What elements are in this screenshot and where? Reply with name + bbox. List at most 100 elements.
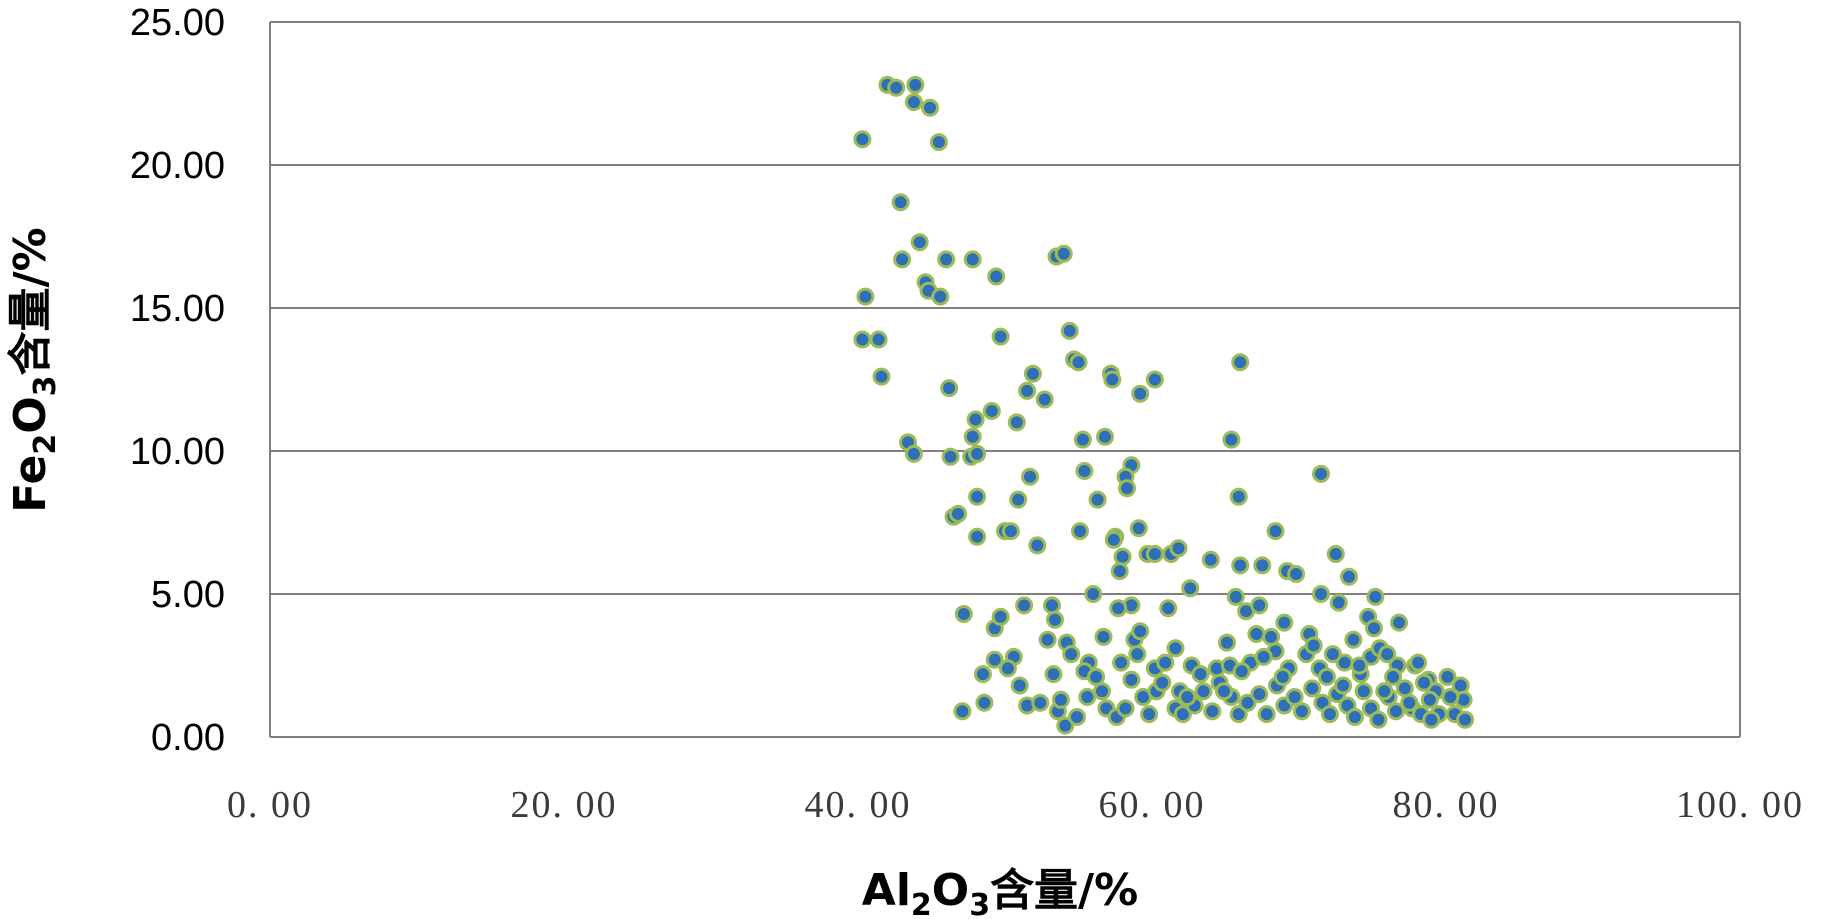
scatter-point bbox=[929, 133, 948, 152]
scatter-point bbox=[1043, 596, 1061, 615]
scatter-point bbox=[1122, 670, 1141, 689]
scatter-point bbox=[1181, 579, 1200, 598]
scatter-point bbox=[987, 267, 1006, 286]
scatter-point bbox=[1062, 645, 1081, 664]
scatter-point bbox=[1159, 599, 1178, 618]
scatter-point bbox=[853, 130, 872, 149]
scatter-point bbox=[1104, 530, 1123, 549]
scatter-point bbox=[1456, 710, 1475, 729]
scatter-point bbox=[1028, 536, 1047, 555]
scatter-point bbox=[1329, 593, 1348, 612]
scatter-point bbox=[1112, 653, 1131, 672]
y-tick-label: 10.00 bbox=[130, 431, 225, 473]
scatter-point bbox=[904, 444, 923, 463]
scatter-point bbox=[1118, 479, 1136, 498]
y-tick-label: 20.00 bbox=[130, 145, 225, 187]
scatter-point bbox=[1369, 710, 1388, 729]
scatter-point bbox=[1131, 622, 1150, 641]
scatter-point bbox=[1038, 630, 1057, 649]
data-points bbox=[853, 75, 1475, 735]
scatter-point bbox=[1303, 679, 1322, 698]
scatter-point bbox=[1350, 656, 1369, 675]
scatter-point bbox=[1166, 639, 1185, 658]
scatter-point bbox=[1422, 710, 1441, 729]
scatter-point bbox=[1068, 708, 1086, 726]
scatter-point bbox=[1320, 705, 1339, 724]
x-axis-title: Al2O3含量/% bbox=[862, 865, 1138, 919]
scatter-point bbox=[1093, 682, 1111, 701]
scatter-point bbox=[1287, 565, 1306, 583]
scatter-point bbox=[953, 702, 972, 721]
scatter-point bbox=[1088, 490, 1107, 509]
scatter-point bbox=[910, 233, 929, 252]
scatter-point bbox=[1110, 562, 1129, 581]
scatter-point bbox=[1215, 682, 1233, 701]
scatter-point bbox=[1145, 545, 1164, 563]
scatter-point bbox=[1087, 667, 1106, 686]
scatter-point bbox=[949, 504, 967, 523]
scatter-point bbox=[1231, 353, 1250, 372]
scatter-point bbox=[1009, 490, 1028, 509]
scatter-point bbox=[1231, 556, 1250, 575]
scatter-point bbox=[1441, 688, 1460, 706]
x-tick-label: 60. 00 bbox=[1099, 784, 1206, 826]
scatter-point bbox=[1345, 708, 1364, 726]
scatter-point bbox=[1018, 381, 1037, 400]
scatter-point bbox=[853, 330, 872, 349]
scatter-point bbox=[1312, 464, 1330, 483]
x-tick-label: 80. 00 bbox=[1393, 784, 1500, 826]
y-axis-title: Fe2O3含量/% bbox=[5, 227, 63, 512]
scatter-point bbox=[1096, 427, 1114, 446]
scatter-point bbox=[1109, 599, 1128, 618]
scatter-point bbox=[921, 98, 939, 117]
scatter-point bbox=[1103, 370, 1122, 389]
scatter-point bbox=[1173, 705, 1192, 724]
scatter-point bbox=[1254, 647, 1273, 666]
scatter-point bbox=[1334, 676, 1353, 695]
scatter-point bbox=[872, 367, 891, 386]
scatter-point bbox=[1078, 688, 1097, 706]
scatter-point bbox=[982, 402, 1001, 420]
scatter-point bbox=[1326, 545, 1345, 563]
scatter-point bbox=[1384, 667, 1403, 686]
scatter-point bbox=[940, 379, 959, 398]
scatter-point bbox=[1015, 596, 1034, 615]
scatter-point bbox=[1292, 702, 1311, 721]
scatter-point bbox=[991, 327, 1010, 346]
scatter-point bbox=[1140, 705, 1159, 724]
scatter-point bbox=[966, 410, 985, 429]
scatter-point bbox=[1365, 619, 1383, 638]
scatter-point bbox=[1056, 716, 1075, 735]
scatter-point bbox=[1084, 585, 1103, 603]
scatter-point bbox=[1178, 688, 1197, 706]
scatter-point bbox=[1275, 613, 1294, 632]
gridlines bbox=[270, 21, 1740, 738]
axes bbox=[269, 22, 1741, 737]
scatter-point bbox=[1153, 673, 1172, 692]
scatter-point bbox=[906, 75, 925, 94]
scatter-point bbox=[1344, 630, 1363, 649]
scatter-point bbox=[1266, 522, 1285, 541]
scatter-point bbox=[1273, 667, 1292, 686]
scatter-point bbox=[968, 527, 987, 546]
scatter-point bbox=[1312, 585, 1330, 603]
scatter-point bbox=[941, 447, 960, 466]
scatter-point bbox=[1226, 587, 1245, 606]
scatter-point bbox=[1131, 384, 1150, 403]
scatter-point bbox=[1054, 244, 1073, 263]
scatter-point bbox=[975, 693, 994, 712]
scatter-point bbox=[1116, 699, 1135, 718]
x-tick-label: 0. 00 bbox=[227, 784, 313, 826]
scatter-point bbox=[1035, 390, 1054, 409]
tick-labels: 0.00 5.00 10.00 15.00 20.00 25.00 0. 00 20. 00 4… bbox=[130, 2, 1804, 826]
scatter-point bbox=[1247, 625, 1266, 643]
scatter-point bbox=[1420, 690, 1439, 709]
scatter-point bbox=[968, 444, 987, 463]
scatter-point bbox=[1366, 587, 1385, 606]
scatter-point bbox=[1021, 467, 1039, 486]
scatter-point bbox=[1075, 462, 1094, 480]
x-tick-label: 100. 00 bbox=[1676, 784, 1804, 826]
scatter-point bbox=[1073, 430, 1092, 449]
scatter-point bbox=[1194, 682, 1213, 701]
